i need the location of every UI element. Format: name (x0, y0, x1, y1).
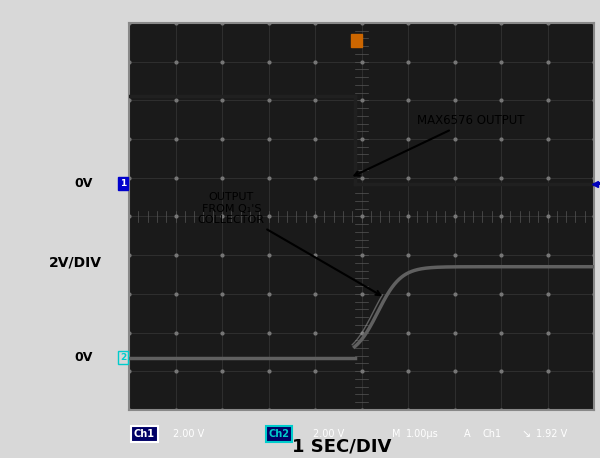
Text: 1.00µs: 1.00µs (406, 429, 439, 439)
Text: 2.00 V: 2.00 V (313, 429, 344, 439)
Text: 1: 1 (120, 179, 126, 188)
Text: 0V: 0V (74, 177, 93, 190)
Text: 2V/DIV: 2V/DIV (49, 256, 101, 270)
Text: U: U (353, 35, 361, 45)
Text: M: M (392, 429, 400, 439)
Text: 2.00 V: 2.00 V (173, 429, 205, 439)
Text: 1 SEC/DIV: 1 SEC/DIV (292, 438, 392, 456)
Text: 0V: 0V (74, 351, 93, 364)
Text: ↘: ↘ (522, 429, 532, 439)
Text: OUTPUT
FROM Q₁'S
COLLECTOR: OUTPUT FROM Q₁'S COLLECTOR (198, 192, 380, 295)
Text: Ch1: Ch1 (482, 429, 502, 439)
Text: Ch2: Ch2 (269, 429, 290, 439)
Text: 1.92 V: 1.92 V (536, 429, 567, 439)
Text: MAX6576 OUTPUT: MAX6576 OUTPUT (355, 114, 525, 175)
Text: A: A (464, 429, 470, 439)
Text: 2: 2 (120, 353, 126, 362)
Text: Ch1: Ch1 (134, 429, 155, 439)
